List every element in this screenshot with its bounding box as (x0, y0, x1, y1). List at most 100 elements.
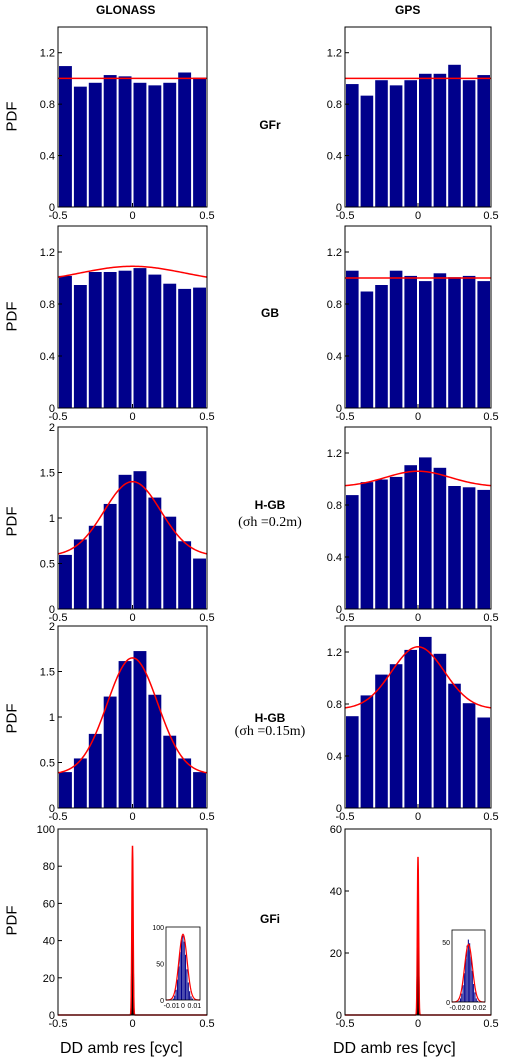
x-tick-label: 0.5 (199, 1018, 214, 1030)
histogram-bar (117, 75, 133, 208)
x-tick-label: 0.5 (199, 811, 214, 823)
y-tick-label: 60 (330, 824, 342, 836)
inset-x-tick-label: 0.01 (188, 1003, 202, 1010)
y-tick-label: 0.5 (40, 758, 55, 770)
inset-fit-curve (451, 943, 486, 1003)
y-tick-label: 100 (37, 824, 55, 836)
row-label-hgb-02: H-GB (254, 498, 286, 512)
histogram-bar (476, 716, 491, 809)
histogram-bar (117, 660, 133, 809)
inset-chart: 050-0.02 0 0.02 (442, 929, 487, 1012)
x-tick-label: -0.5 (336, 210, 355, 222)
inset-bar (473, 984, 475, 1002)
inset-bar (467, 939, 469, 1002)
y-tick-label: 2 (49, 422, 55, 434)
panel: 00.40.81.2-0.5 0 0.5 (40, 26, 215, 222)
inset-bar (176, 979, 178, 1000)
row-sublabel-hgb-015: (σh =0.15m) (234, 724, 306, 739)
histogram-bar (359, 290, 375, 409)
inset-bar (477, 1000, 479, 1002)
row-label-gb: GB (261, 306, 279, 320)
histogram-bar (388, 269, 404, 409)
inset-bar (463, 973, 465, 1002)
y-tick-label: 1.2 (40, 247, 55, 259)
histogram-bar (147, 693, 163, 809)
histogram-bar (403, 464, 418, 610)
y-tick-label: 0.8 (327, 99, 342, 111)
inset-x-tick-label: 0 (467, 1005, 471, 1012)
histogram-bar (388, 84, 404, 208)
histogram-bar (432, 72, 448, 208)
histogram-bar (418, 456, 433, 610)
inset-bar (187, 982, 189, 1000)
x-tick-label: 0 (415, 811, 421, 823)
inset-y-tick-label: 0 (160, 998, 164, 1005)
y-tick-label: 0.4 (40, 151, 55, 163)
histogram-bar (177, 540, 193, 610)
histogram-bar (359, 481, 375, 610)
y-tick-label: 0.4 (327, 151, 342, 163)
y-tick-label: 0.8 (327, 699, 342, 711)
x-axis-label-gps: DD amb res [cyc] (333, 1040, 456, 1057)
histogram-bar (192, 771, 208, 809)
panel: 00.511.52-0.5 0 0.5 (40, 422, 215, 624)
histogram-bar (177, 287, 193, 409)
inset-bar (470, 956, 472, 1002)
x-tick-label: 0 (129, 612, 135, 624)
y-tick-label: 60 (43, 898, 55, 910)
histogram-bar (58, 771, 73, 809)
histogram-bar (374, 284, 389, 409)
inset-bar (191, 998, 193, 1000)
y-tick-label: 0.8 (327, 299, 342, 311)
y-tick-label: 20 (43, 973, 55, 985)
histogram-bar (192, 76, 208, 208)
y-tick-label: 1.5 (40, 468, 55, 480)
histogram-bar (403, 648, 418, 809)
inset-fit-curve (165, 933, 201, 1001)
inset-y-tick-label: 0 (446, 1000, 450, 1007)
x-tick-label: 0 (129, 1018, 135, 1030)
histogram-bar (432, 272, 448, 409)
histogram-bar (58, 65, 73, 208)
x-tick-label: 0 (415, 1018, 421, 1030)
y-tick-label: 40 (43, 936, 55, 948)
inset-frame (451, 929, 486, 1003)
y-tick-label: 0 (336, 202, 342, 214)
inset-bar (461, 993, 463, 1002)
row-label-gfr: GFr (259, 118, 281, 132)
histogram-bar (117, 473, 133, 610)
inset-y-tick-label: 50 (442, 940, 450, 947)
y-tick-label: 0 (49, 803, 55, 815)
y-tick-label: 1 (49, 712, 55, 724)
x-tick-label: 0.5 (483, 811, 498, 823)
histogram-bar (447, 682, 462, 809)
x-tick-label: 0.5 (483, 210, 498, 222)
x-tick-label: 0 (129, 811, 135, 823)
inset-bar (186, 969, 188, 1000)
y-tick-label: 0.4 (327, 751, 342, 763)
histogram-bar (345, 269, 360, 409)
histogram-bar (432, 466, 448, 610)
x-tick-label: 0 (415, 411, 421, 423)
inset-bar (469, 943, 471, 1002)
inset-x-tick-label: 0 (181, 1003, 185, 1010)
y-tick-label: 0 (336, 803, 342, 815)
y-tick-label: 0 (49, 604, 55, 616)
y-tick-label: 0.8 (40, 99, 55, 111)
panel: 00.40.81.2-0.5 0 0.5 (327, 426, 499, 624)
inset-x-tick-label: 0.02 (473, 1005, 487, 1012)
histogram-bar (102, 271, 118, 409)
inset-bar (175, 989, 177, 1000)
x-tick-label: -0.5 (49, 210, 68, 222)
histogram-bar (345, 715, 360, 809)
histogram-bar (447, 63, 462, 208)
x-tick-label: 0.5 (483, 411, 498, 423)
y-tick-label: 1.5 (40, 667, 55, 679)
y-tick-label: 0 (49, 202, 55, 214)
inset-bar (466, 945, 468, 1002)
histogram-bar (192, 286, 208, 409)
histogram-bar (102, 695, 118, 809)
x-tick-label: 0 (129, 411, 135, 423)
